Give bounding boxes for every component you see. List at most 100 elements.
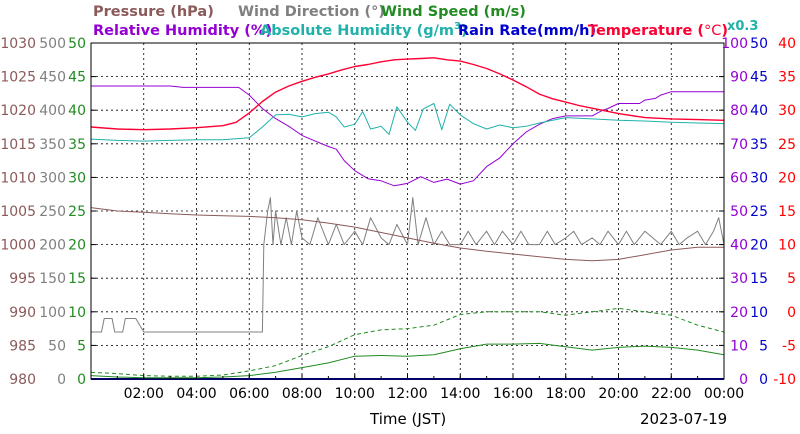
y-tick-label-rain-rate: 30 [750, 170, 768, 186]
y-tick-label-relative-humidity: 70 [730, 137, 748, 153]
x-axis-label: Time (JST) [369, 410, 446, 428]
series-line-wind-direction [91, 197, 725, 333]
y-tick-label-wind-direction: 100 [39, 305, 66, 321]
y-tick-label-relative-humidity: 20 [730, 305, 748, 321]
y-tick-label-wind-direction: 0 [57, 372, 66, 388]
legend-wind-direction: Wind Direction (°) [238, 4, 385, 20]
legend-temperature-unit: °C [704, 23, 721, 39]
y-tick-label-rain-rate: 45 [750, 70, 768, 86]
series-line-absolute-humidity [90, 103, 725, 142]
y-tick-label-wind-speed: 30 [68, 170, 86, 186]
y-tick-label-temperature: 5 [787, 271, 796, 287]
y-tick-label-wind-speed: 15 [68, 271, 86, 287]
y-tick-label-wind-direction: 450 [39, 70, 66, 86]
y-tick-label-temperature: 0 [787, 305, 796, 321]
y-tick-label-relative-humidity: 100 [721, 36, 748, 52]
y-tick-label-pressure: 995 [9, 271, 36, 287]
y-tick-label-wind-speed: 35 [68, 137, 86, 153]
y-tick-label-relative-humidity: 60 [730, 170, 748, 186]
x-tick-label: 20:00 [598, 386, 638, 402]
legend-temperature-close: ) [721, 23, 728, 39]
y-tick-label-relative-humidity: 0 [739, 372, 748, 388]
y-tick-label-relative-humidity: 50 [730, 204, 748, 220]
y-tick-label-wind-speed: 5 [77, 338, 86, 354]
y-tick-label-pressure: 1030 [0, 36, 36, 52]
y-tick-label-relative-humidity: 90 [730, 70, 748, 86]
grid-lines [91, 43, 724, 379]
legend-absolute-humidity: Absolute Humidity (g/m3) [260, 21, 468, 39]
legend-pressure: Pressure (hPa) [93, 4, 214, 20]
y-tick-label-wind-speed: 40 [68, 103, 86, 119]
y-tick-label-relative-humidity: 10 [730, 338, 748, 354]
legend-wind-speed: Wind Speed (m/s) [381, 4, 526, 20]
y-tick-label-wind-speed: 25 [68, 204, 86, 220]
y-tick-label-wind-direction: 50 [48, 338, 66, 354]
y-tick-label-temperature: 15 [778, 204, 796, 220]
y-tick-label-temperature: 30 [778, 103, 796, 119]
absolute-humidity-scale: x0.3 [727, 19, 758, 34]
x-tick-label: 10:00 [335, 386, 375, 402]
y-tick-label-pressure: 1010 [0, 170, 36, 186]
legend-absolute-humidity-sup: 3 [454, 21, 461, 32]
chart-date: 2023-07-19 [640, 410, 727, 428]
y-tick-label-pressure: 990 [9, 305, 36, 321]
y-tick-label-wind-direction: 300 [39, 170, 66, 186]
y-tick-label-temperature: 10 [778, 238, 796, 254]
y-tick-label-wind-speed: 20 [68, 238, 86, 254]
y-tick-label-wind-direction: 200 [39, 238, 66, 254]
y-tick-label-pressure: 1015 [0, 137, 36, 153]
y-tick-label-rain-rate: 0 [759, 372, 768, 388]
y-tick-label-wind-direction: 400 [39, 103, 66, 119]
y-tick-label-rain-rate: 5 [759, 338, 768, 354]
y-tick-label-relative-humidity: 40 [730, 238, 748, 254]
y-tick-label-temperature: 20 [778, 170, 796, 186]
y-tick-label-relative-humidity: 80 [730, 103, 748, 119]
legend-absolute-humidity-close: ) [461, 23, 468, 39]
x-tick-label: 06:00 [229, 386, 269, 402]
y-tick-label-temperature: 35 [778, 70, 796, 86]
axis-tick-labels: 02:00 04:00 06:00 08:00 10:00 12:00 14:00 16:00… [0, 36, 796, 402]
y-tick-label-wind-speed: 50 [68, 36, 86, 52]
legend-rain-rate: Rain Rate(mm/h) [458, 23, 596, 39]
y-tick-label-rain-rate: 15 [750, 271, 768, 287]
y-tick-label-rain-rate: 20 [750, 238, 768, 254]
y-tick-label-wind-direction: 250 [39, 204, 66, 220]
legend-temperature: Temperature (°C) [588, 23, 728, 39]
y-tick-label-rain-rate: 25 [750, 204, 768, 220]
y-tick-label-pressure: 980 [9, 372, 36, 388]
y-tick-label-rain-rate: 10 [750, 305, 768, 321]
legend-temperature-text: Temperature ( [588, 23, 704, 39]
series-line-pressure [90, 207, 724, 262]
y-tick-label-rain-rate: 40 [750, 103, 768, 119]
axis-ticks [91, 76, 725, 379]
x-tick-label: 16:00 [493, 386, 533, 402]
series-line-temperature [90, 57, 725, 131]
y-tick-label-wind-direction: 350 [39, 137, 66, 153]
x-tick-label: 00:00 [704, 386, 744, 402]
y-tick-label-pressure: 1005 [0, 204, 36, 220]
y-tick-label-temperature: 25 [778, 137, 796, 153]
x-tick-label: 22:00 [651, 386, 691, 402]
y-tick-label-pressure: 1020 [0, 103, 36, 119]
y-tick-label-wind-direction: 150 [39, 271, 66, 287]
legend-absolute-humidity-text: Absolute Humidity (g/m [260, 23, 454, 39]
y-tick-label-pressure: 1000 [0, 238, 36, 254]
y-tick-label-relative-humidity: 30 [730, 271, 748, 287]
y-tick-label-wind-speed: 10 [68, 305, 86, 321]
x-tick-label: 04:00 [176, 386, 216, 402]
y-tick-label-pressure: 985 [9, 338, 36, 354]
y-tick-label-temperature: -10 [773, 372, 796, 388]
y-tick-label-pressure: 1025 [0, 70, 36, 86]
x-tick-label: 08:00 [282, 386, 322, 402]
x-tick-label: 02:00 [124, 386, 164, 402]
x-tick-label: 12:00 [387, 386, 427, 402]
series-line-relative-humidity [91, 85, 724, 187]
y-tick-label-rain-rate: 50 [750, 36, 768, 52]
y-tick-label-temperature: 40 [778, 36, 796, 52]
y-tick-label-temperature: -5 [782, 338, 796, 354]
x-tick-label: 18:00 [546, 386, 586, 402]
y-tick-label-wind-speed: 45 [68, 70, 86, 86]
legend-relative-humidity: Relative Humidity (%) [93, 23, 272, 39]
x-tick-label: 14:00 [440, 386, 480, 402]
